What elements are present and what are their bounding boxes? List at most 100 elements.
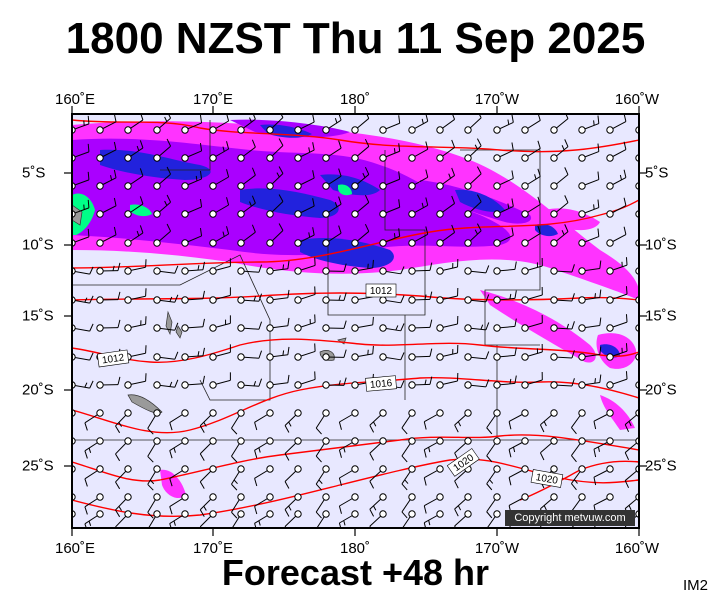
wind-barb (436, 195, 456, 218)
wind-barb (199, 409, 217, 433)
wind-barb (96, 114, 117, 134)
wind-barb (508, 465, 529, 486)
wind-barb (209, 169, 230, 190)
wind-barb (124, 288, 147, 304)
wind-barb (96, 291, 121, 304)
wind-barb (379, 171, 401, 190)
wind-barb (436, 114, 456, 134)
wind-barb (181, 198, 203, 218)
wind-barb (571, 437, 586, 463)
lat-label-right-15s: 15˚S (645, 307, 677, 325)
lon-label-top-170w: 170˚W (474, 91, 520, 108)
wind-barb (315, 465, 330, 491)
wind-barb (454, 409, 472, 433)
wind-barb (508, 437, 529, 458)
wind-barb (169, 437, 189, 459)
wind-barb (199, 465, 217, 489)
wind-barb (124, 316, 147, 332)
wind-barb (401, 510, 416, 528)
wind-barb (169, 493, 189, 515)
wind-barb (408, 197, 429, 218)
wind-barb (147, 493, 161, 519)
wind-barb (578, 199, 600, 218)
wind-barb (153, 351, 179, 361)
wind-barb (209, 226, 230, 247)
wind-barb (209, 287, 231, 304)
wind-barb (606, 343, 628, 361)
wind-barb (578, 115, 600, 134)
wind-barb (284, 437, 302, 461)
wind-barb (153, 379, 179, 389)
wind-barb (379, 143, 401, 162)
wind-barb (294, 198, 315, 218)
wind-barb (115, 510, 132, 528)
wind-barb (209, 141, 230, 162)
wind-barb (550, 293, 575, 304)
wind-barb (606, 141, 627, 162)
wind-barb (486, 493, 501, 519)
wind-barb (338, 465, 359, 486)
wind-barb (351, 259, 374, 275)
lon-label-bottom-180: 180˚ (339, 540, 371, 557)
wind-barb (338, 437, 359, 458)
wind-barb (493, 170, 514, 190)
wind-barb (148, 510, 161, 528)
lon-label-bottom-160e: 160˚E (54, 540, 96, 557)
wind-barb (369, 510, 387, 528)
wind-barb (322, 320, 347, 332)
wind-barb (266, 374, 290, 389)
wind-barb (464, 351, 490, 361)
wind-barb (379, 115, 401, 134)
wind-barb (464, 379, 490, 389)
wind-barb (578, 317, 602, 332)
wind-barb (454, 437, 472, 461)
wind-barb (96, 376, 121, 389)
wind-barb (550, 321, 575, 332)
wind-barb (508, 409, 529, 430)
wind-barb (181, 114, 203, 134)
wind-barb (322, 225, 342, 247)
isobar-label-1012-north: 1012 (365, 283, 397, 298)
lat-label-left-25s: 25˚S (22, 457, 54, 475)
wind-barb (521, 372, 543, 389)
wind-barb (209, 114, 230, 134)
lon-label-top-160w: 160˚W (614, 91, 660, 108)
wind-barb (237, 378, 263, 389)
frame-ticks (64, 106, 647, 536)
wind-barb (539, 409, 558, 433)
wind-barb (379, 295, 405, 304)
wind-barb (550, 378, 575, 389)
wind-barb (486, 437, 501, 463)
wind-barb (153, 265, 179, 275)
wind-barb (124, 140, 144, 162)
wind-barb (96, 319, 121, 332)
wind-barb (408, 376, 433, 389)
wind-barb (578, 374, 602, 389)
wind-barb (423, 437, 444, 458)
wind-barb (96, 141, 117, 162)
map-title: 1800 NZST Thu 11 Sep 2025 (65, 14, 646, 63)
wind-barb (578, 171, 600, 190)
wind-barb (539, 437, 558, 461)
wind-barb (493, 347, 517, 361)
wind-barb (593, 493, 614, 514)
wind-barb (493, 142, 514, 162)
wind-barb (96, 169, 117, 190)
wind-barb (96, 262, 121, 275)
lat-label-right-20s: 20˚S (645, 381, 677, 399)
wind-barb (124, 168, 144, 190)
wind-barb (521, 140, 541, 162)
wind-barb (436, 224, 456, 247)
wind-barb (578, 143, 600, 162)
wind-barb (578, 228, 600, 247)
wind-barb (464, 166, 482, 190)
wind-barb (464, 138, 482, 162)
wind-barb (209, 344, 231, 361)
lon-label-top-180: 180˚ (339, 91, 371, 108)
wind-barb (408, 262, 433, 275)
wind-barb (231, 510, 245, 528)
svg-text:1020: 1020 (535, 472, 559, 487)
wind-barb (423, 465, 444, 486)
wind-barb (550, 139, 569, 162)
wind-barb (521, 315, 543, 332)
